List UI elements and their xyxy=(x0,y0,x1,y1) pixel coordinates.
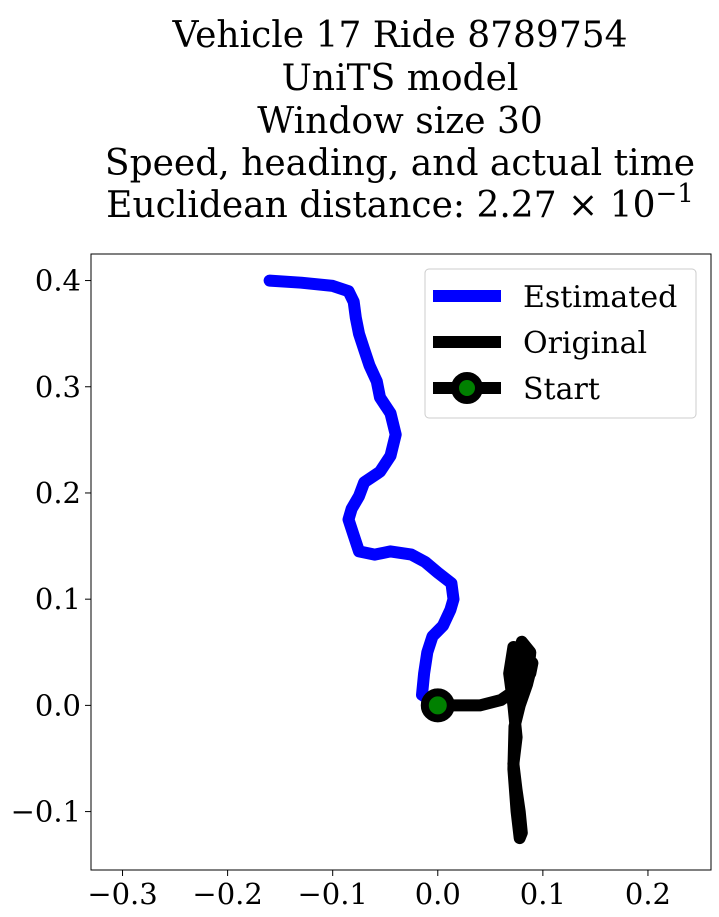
title-line-4: Speed, heading, and actual time xyxy=(105,143,695,184)
title-line-2: UniTS model xyxy=(282,58,519,99)
y-tick-label: 0.2 xyxy=(35,476,81,510)
plot-series xyxy=(263,274,539,845)
title-line-5: Euclidean distance: 2.27 × 10−1 xyxy=(106,179,694,226)
y-tick-label: −0.1 xyxy=(11,795,81,829)
x-tick-label: 0.0 xyxy=(415,877,461,911)
legend-label-estimated: Estimated xyxy=(523,280,677,315)
y-tick-label: 0.0 xyxy=(35,688,81,722)
title-line-1: Vehicle 17 Ride 8789754 xyxy=(171,15,627,56)
axes: −0.3 −0.2 −0.1 0.0 0.1 0.2 −0.1 0.0 0.1 0.2 0.3 0.… xyxy=(11,253,712,911)
y-tick-label: 0.4 xyxy=(35,264,81,298)
x-tick-label: 0.1 xyxy=(520,877,566,911)
x-tick-label: −0.2 xyxy=(192,877,262,911)
legend-box xyxy=(424,268,697,419)
x-axis-ticks: −0.3 −0.2 −0.1 0.0 0.1 0.2 xyxy=(87,870,671,911)
plot-frame xyxy=(90,253,712,871)
series-line-estimated xyxy=(263,274,460,712)
x-tick-label: −0.3 xyxy=(87,877,157,911)
x-tick-label: −0.1 xyxy=(297,877,367,911)
legend-label-original: Original xyxy=(523,326,647,361)
legend-start-marker xyxy=(451,372,483,404)
legend-label-start: Start xyxy=(523,372,600,407)
series-line-original xyxy=(431,635,539,845)
title-line-3: Window size 30 xyxy=(257,101,543,142)
y-axis-ticks: −0.1 0.0 0.1 0.2 0.3 0.4 xyxy=(11,264,91,829)
title-exponent: −1 xyxy=(655,179,693,209)
y-tick-label: 0.1 xyxy=(35,582,81,616)
legend: Estimated Original Start xyxy=(424,268,697,419)
x-tick-label: 0.2 xyxy=(625,877,671,911)
y-tick-label: 0.3 xyxy=(35,370,81,404)
start-marker xyxy=(420,688,455,723)
